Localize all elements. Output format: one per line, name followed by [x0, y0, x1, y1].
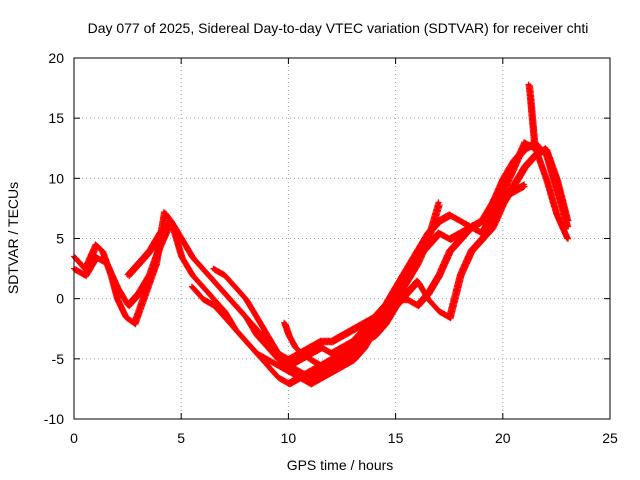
- series-markers: [281, 181, 528, 376]
- x-tick-label: 5: [177, 430, 185, 446]
- axis-ticks: 0 5 10 15 20 25 -10 -5 0 5 10 15 20: [44, 50, 618, 446]
- data-points: [71, 81, 572, 388]
- y-tick-label: 0: [56, 291, 64, 307]
- series-track-f: [281, 181, 528, 376]
- series-track-e: [210, 139, 572, 370]
- y-tick-label: -10: [44, 411, 64, 427]
- y-tick-label: 15: [48, 110, 64, 126]
- x-tick-label: 25: [602, 430, 618, 446]
- y-tick-label: -5: [52, 351, 65, 367]
- x-tick-label: 15: [388, 430, 404, 446]
- y-tick-label: 10: [48, 170, 64, 186]
- series-markers: [525, 81, 540, 152]
- x-tick-label: 0: [70, 430, 78, 446]
- series-spike: [525, 81, 540, 152]
- x-tick-label: 20: [495, 430, 511, 446]
- y-tick-label: 5: [56, 231, 64, 247]
- series-markers: [210, 139, 572, 370]
- y-tick-label: 20: [48, 50, 64, 66]
- chart-title: Day 077 of 2025, Sidereal Day-to-day VTE…: [88, 20, 589, 36]
- y-axis-label: SDTVAR / TECUs: [5, 182, 21, 294]
- x-axis-label: GPS time / hours: [287, 457, 394, 473]
- x-tick-label: 10: [281, 430, 297, 446]
